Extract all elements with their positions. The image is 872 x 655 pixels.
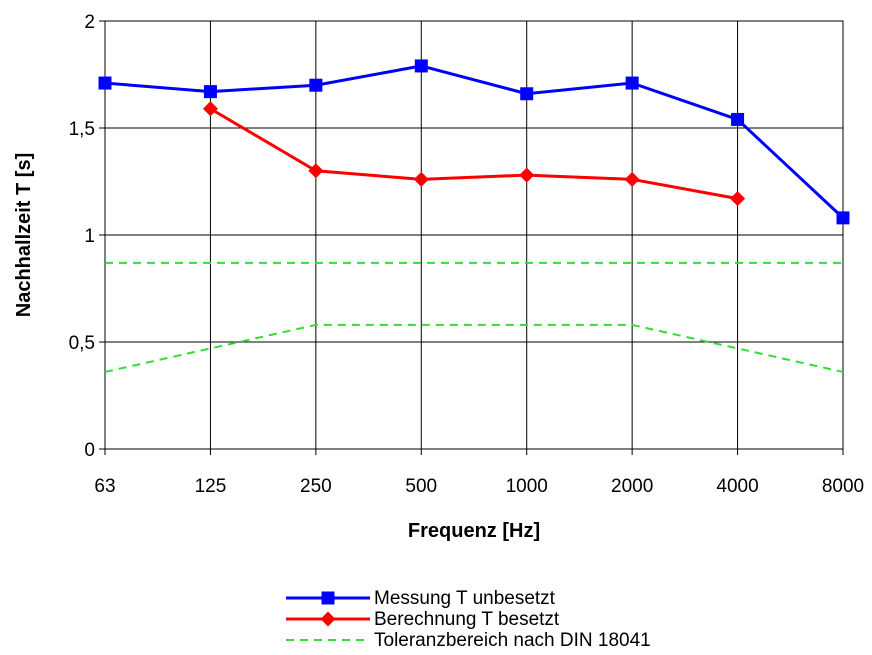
data-point bbox=[98, 76, 112, 90]
data-point bbox=[308, 163, 324, 179]
x-tick-label: 4000 bbox=[716, 476, 758, 497]
legend-label: Berechnung T besetzt bbox=[374, 609, 560, 630]
legend-label: Messung T unbesetzt bbox=[374, 588, 556, 609]
series-line bbox=[104, 323, 844, 373]
data-point bbox=[731, 112, 745, 126]
data-point bbox=[203, 85, 217, 99]
data-point bbox=[730, 191, 746, 207]
data-point bbox=[624, 171, 640, 187]
series-line bbox=[104, 64, 845, 219]
y-tick-label: 1,5 bbox=[69, 119, 95, 140]
x-tick-label: 500 bbox=[405, 476, 437, 497]
y-tick-label: 0 bbox=[84, 440, 95, 461]
data-point bbox=[202, 101, 218, 117]
legend-item: Toleranzbereich nach DIN 18041 bbox=[286, 630, 651, 651]
x-tick-label: 63 bbox=[94, 476, 115, 497]
y-tick-label: 2 bbox=[84, 12, 95, 33]
data-point bbox=[414, 59, 428, 73]
data-point bbox=[309, 78, 323, 92]
x-axis-title: Frequenz [Hz] bbox=[408, 520, 540, 542]
legend-marker bbox=[321, 591, 335, 605]
x-tick-label: 8000 bbox=[822, 476, 864, 497]
data-point bbox=[413, 171, 429, 187]
series-layer bbox=[98, 59, 850, 373]
x-tick-label: 1000 bbox=[506, 476, 548, 497]
x-tick-label: 125 bbox=[195, 476, 227, 497]
x-tick-label: 250 bbox=[300, 476, 332, 497]
y-tick-label: 0,5 bbox=[69, 333, 95, 354]
data-point bbox=[625, 76, 639, 90]
y-tick-label: 1 bbox=[84, 226, 95, 247]
legend-item: Berechnung T besetzt bbox=[286, 609, 560, 630]
series-line bbox=[209, 107, 738, 201]
legend-marker bbox=[320, 611, 336, 627]
series-0 bbox=[98, 59, 850, 225]
y-axis-ticks: 0 0,5 1 1,5 2 bbox=[69, 12, 105, 461]
legend-label: Toleranzbereich nach DIN 18041 bbox=[374, 630, 651, 651]
data-point bbox=[836, 211, 850, 225]
series-3 bbox=[104, 323, 844, 373]
series-1 bbox=[202, 101, 746, 207]
data-point bbox=[519, 167, 535, 183]
x-tick-label: 2000 bbox=[611, 476, 653, 497]
data-point bbox=[520, 87, 534, 101]
legend-item: Messung T unbesetzt bbox=[286, 588, 556, 609]
y-axis-title: Nachhallzeit T [s] bbox=[13, 153, 35, 317]
x-axis-ticks: 63 125 250 500 1000 2000 4000 8000 bbox=[94, 449, 864, 497]
